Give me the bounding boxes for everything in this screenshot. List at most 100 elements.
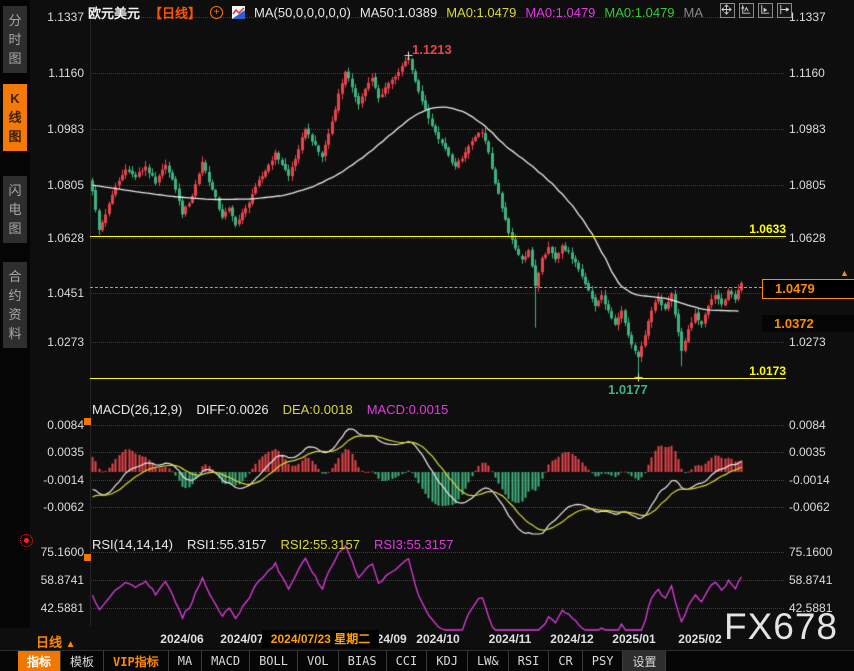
toolbar-tab-CCI[interactable]: CCI	[387, 651, 428, 671]
sidebar-tab-合约资料[interactable]: 合约资料	[3, 262, 27, 348]
axis-fit-icon[interactable]	[739, 3, 754, 18]
price-axis-label: 58.8741	[789, 573, 833, 587]
resistance-line[interactable]	[90, 236, 786, 237]
toolbar-tab-BIAS[interactable]: BIAS	[339, 651, 387, 671]
period-arrow-icon: ▲	[65, 639, 76, 650]
price-axis-label: 0.0035	[789, 445, 826, 459]
price-axis-label: -0.0014	[789, 473, 830, 487]
macd-header: MACD(26,12,9) DIFF:0.0026 DEA:0.0018 MAC…	[92, 402, 448, 417]
rsi2-value: RSI2:55.3157	[280, 537, 360, 552]
macd-dea-value: DEA:0.0018	[282, 402, 353, 417]
price-axis-label: 1.1160	[789, 66, 825, 80]
toolbar-tab-MACD[interactable]: MACD	[202, 651, 251, 671]
toolbar-tab-MA[interactable]: MA	[169, 651, 203, 671]
period-selector[interactable]: 日线 ▲	[36, 635, 76, 650]
price-axis-label: -0.0014	[43, 473, 84, 487]
resistance-price-label: 1.0633	[749, 222, 786, 236]
toolbar-tab-PSY[interactable]: PSY	[583, 651, 624, 671]
price-axis-label: 0.0084	[789, 418, 826, 432]
sidebar-tab-闪电图[interactable]: 闪电图	[3, 176, 27, 243]
price-axis-label: 1.0805	[47, 178, 84, 192]
macd-macd-value: MACD:0.0015	[366, 402, 449, 417]
macd-title: MACD(26,12,9)	[92, 402, 183, 417]
ma-settings-label: MA(50,0,0,0,0,0)	[254, 4, 351, 20]
rsi1-value: RSI1:55.3157	[186, 537, 267, 552]
toolbar-tab-设置[interactable]: 设置	[623, 651, 667, 671]
indicator-toolbar: 指标 模板 VIP指标 MA MACD BOLL VOL BIAS CCI KDJ LW& RSI CR…	[0, 650, 854, 671]
toolbar-tab-CR[interactable]: CR	[549, 651, 583, 671]
price-axis-label: 1.0451	[47, 286, 84, 300]
price-axis-label: 75.1600	[789, 545, 833, 559]
axis-shift-icon[interactable]	[777, 3, 792, 18]
price-axis-label: 1.0805	[789, 178, 826, 192]
price-axis-label: 1.0273	[47, 335, 84, 349]
toolbar-tab-RSI[interactable]: RSI	[509, 651, 550, 671]
price-axis-label: 1.0983	[789, 122, 826, 136]
price-axis-label: 1.1337	[789, 10, 826, 24]
price-axis-label: 1.0983	[47, 122, 84, 136]
support-price-label: 1.0173	[749, 364, 786, 378]
price-axis-label: 0.0084	[47, 418, 84, 432]
axis-play-icon[interactable]	[758, 3, 773, 18]
rsi-header: RSI(14,14,14) RSI1:55.3157 RSI2:55.3157 …	[92, 537, 453, 552]
ma50-value: MA50:1.0389	[359, 4, 438, 20]
date-axis-label: 2025/02	[678, 632, 722, 646]
ma-value-label: MA0:1.0479	[604, 4, 675, 20]
toolbar-tab-KDJ[interactable]: KDJ	[427, 651, 468, 671]
move-icon[interactable]	[720, 3, 735, 18]
date-axis-label: 2024/07	[220, 632, 264, 646]
ma-value-label: MA0:1.0479	[446, 4, 517, 20]
date-axis-label: 2024/12	[550, 632, 594, 646]
alert-dot-icon[interactable]	[20, 534, 33, 547]
mini-chart-icon[interactable]	[232, 5, 246, 19]
period-badge: 【日线】	[149, 5, 202, 21]
price-axis-label: 58.8741	[40, 573, 84, 587]
window-icons	[720, 3, 792, 18]
lowest-price-label: 1.0177	[608, 382, 648, 397]
date-axis-label: 2025/01	[612, 632, 656, 646]
price-axis-label: 1.0273	[789, 335, 826, 349]
price-axis-label: 1.0628	[47, 231, 84, 245]
rsi-panel-handle[interactable]	[84, 554, 91, 561]
date-axis-label: 2024/11	[488, 632, 532, 646]
ma-value-label: MA	[683, 4, 704, 20]
macd-panel-handle[interactable]	[84, 418, 91, 425]
price-axis-label: 1.1337	[47, 10, 84, 24]
price-axis-label: 42.5881	[40, 601, 84, 615]
sidebar-tab-分时图[interactable]: 分时图	[3, 6, 27, 73]
secondary-price-box: 1.0372	[762, 315, 854, 332]
date-axis-label: 2024/06	[160, 632, 204, 646]
toolbar-tab-BOLL[interactable]: BOLL	[250, 651, 298, 671]
price-up-arrow-icon: ▲	[840, 268, 849, 278]
toolbar-tab-VOL[interactable]: VOL	[298, 651, 339, 671]
rsi3-value: RSI3:55.3157	[373, 537, 454, 552]
last-price-line	[90, 287, 762, 288]
price-axis-label: 75.1600	[40, 545, 84, 559]
add-indicator-icon[interactable]: +	[210, 5, 224, 19]
price-axis-label: 1.1160	[48, 66, 84, 80]
symbol-title: 欧元美元	[88, 5, 141, 21]
highest-price-label: 1.1213	[412, 42, 452, 57]
toolbar-tab-LW&[interactable]: LW&	[468, 651, 509, 671]
support-line[interactable]	[90, 378, 786, 379]
price-axis-label: -0.0062	[43, 500, 84, 514]
selected-date-badge: 2024/07/23 星期二	[262, 630, 379, 648]
toolbar-tab-模板[interactable]: 模板	[61, 651, 105, 671]
brand-watermark: FX678	[724, 606, 839, 647]
toolbar-tab-指标[interactable]: 指标	[18, 651, 62, 671]
price-axis-label: 42.5881	[789, 601, 833, 615]
toolbar-tab-VIP指标[interactable]: VIP指标	[104, 651, 169, 671]
ma-value-label: MA0:1.0479	[525, 4, 596, 20]
chart-header: 欧元美元 【日线】 + MA(50,0,0,0,0,0) MA50:1.0389…	[88, 3, 703, 21]
rsi-title: RSI(14,14,14)	[92, 537, 173, 552]
macd-diff-value: DIFF:0.0026	[196, 402, 269, 417]
date-axis-label: 2024/10	[416, 632, 460, 646]
price-axis-label: -0.0062	[789, 500, 830, 514]
ma-current-values: MA0:1.0479 MA0:1.0479 MA0:1.0479 MA	[446, 5, 703, 20]
price-axis-label: 0.0035	[47, 445, 84, 459]
last-price-box: 1.0479	[762, 279, 854, 299]
